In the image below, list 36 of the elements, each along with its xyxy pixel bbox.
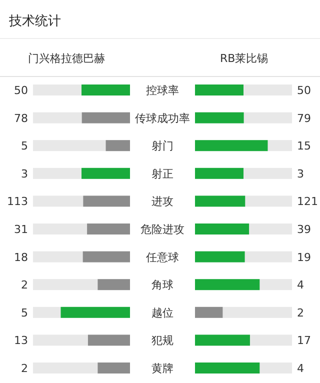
category-label: 射门 [152,140,174,153]
data-label: 18 [14,250,28,264]
category-label: 射正 [152,167,174,180]
category-label: 进攻 [152,195,174,208]
category-label: 角球 [152,278,174,292]
data-label: 2 [21,278,28,292]
data-label: 50 [297,84,311,97]
data-label: 2 [21,362,28,375]
data-label: 50 [14,84,28,97]
category-label: 控球率 [146,84,179,97]
data-label: 3 [297,167,304,180]
data-label: 79 [297,112,311,125]
data-label: 121 [297,195,318,208]
data-label: 19 [297,250,311,264]
data-label: 5 [21,306,28,320]
data-label: 31 [14,223,28,236]
data-label: 113 [7,195,28,208]
category-label: 任意球 [145,250,179,264]
data-label: 4 [297,362,304,375]
data-label: 2 [297,306,304,320]
data-label: 5 [21,140,28,153]
data-label: 3 [21,167,28,180]
data-label: 4 [297,278,304,292]
data-label: 17 [297,334,311,348]
data-label: 78 [14,112,28,125]
data-label: 15 [297,140,311,153]
text: 门兴格拉德巴赫 [28,52,105,65]
category-label: 传球成功率 [135,112,190,125]
data-label: 39 [297,223,311,236]
text: RB莱比锡 [220,52,268,65]
text: 技术统计 [8,14,61,29]
category-label: 危险进攻 [140,223,184,236]
category-label: 越位 [152,306,174,320]
data-label: 13 [14,334,28,348]
category-label: 黄牌 [152,362,174,375]
category-label: 犯规 [152,334,174,348]
